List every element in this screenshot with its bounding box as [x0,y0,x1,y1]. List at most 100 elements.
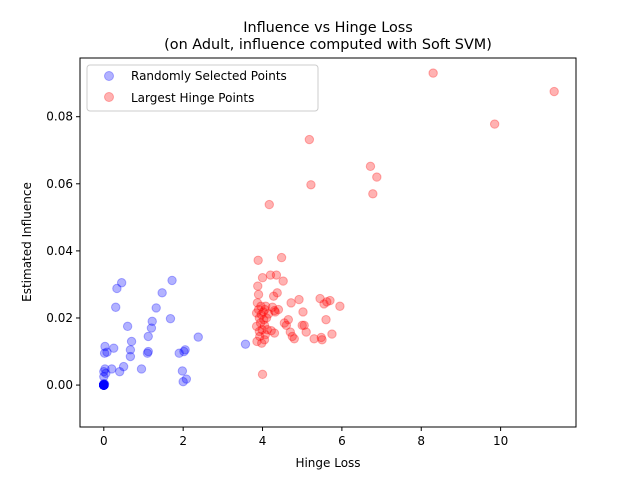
data-point-series-0-48 [99,348,110,358]
data-point-series-0-26 [99,380,109,390]
y-axis-label: Estimated Influence [20,182,34,302]
data-point-series-1-24 [261,301,271,311]
data-point-series-0-74 [178,377,188,387]
data-point-series-0-25 [99,380,109,390]
data-point-series-0-64 [143,346,153,357]
data-point-series-0-71 [167,275,177,286]
data-point-series-0-6 [99,380,109,390]
data-point-series-1-9 [254,326,265,337]
legend: Randomly Selected Points Largest Hinge P… [86,64,319,112]
data-point-series-0-7 [99,380,109,390]
data-point-series-1-14 [257,338,267,348]
plot-frame [79,57,577,428]
data-point-series-0-72 [174,348,184,358]
data-point-series-1-41 [279,318,290,328]
x-tick-label: 2 [179,434,187,448]
y-tick-label: 0.08 [46,110,73,124]
data-point-series-0-12 [99,380,109,390]
data-point-series-1-13 [256,309,267,320]
data-point-series-1-65 [365,161,376,172]
data-point-series-0-18 [99,380,109,390]
x-tick-label: 6 [338,434,346,448]
data-point-series-1-29 [265,270,276,280]
data-point-series-0-70 [165,313,176,324]
data-point-series-1-46 [287,331,297,342]
data-point-series-0-31 [99,380,109,390]
data-point-series-0-55 [107,364,117,374]
data-point-series-0-41 [99,379,110,389]
data-point-series-1-32 [268,291,279,301]
x-axis: 0 2 4 6 8 10 [100,427,508,448]
y-axis: 0.00 0.02 0.04 0.06 0.08 [46,110,80,392]
data-point-series-0-65 [143,331,153,342]
data-point-series-0-5 [99,380,109,390]
data-point-series-1-0 [251,308,262,318]
data-point-series-0-78 [193,332,203,342]
data-point-series-1-33 [269,305,280,316]
plot-area [79,57,577,428]
data-point-series-0-16 [99,380,109,390]
data-point-series-0-20 [99,380,109,390]
data-point-series-1-67 [372,172,382,182]
data-point-series-0-69 [157,288,167,298]
data-point-series-1-51 [299,320,309,331]
data-point-series-0-0 [99,380,109,390]
data-point-series-1-60 [321,314,331,325]
data-point-series-1-69 [489,119,500,129]
data-point-series-0-43 [99,380,109,390]
data-point-series-0-54 [116,278,127,288]
data-point-series-0-47 [101,368,111,379]
data-point-series-1-57 [316,332,326,343]
data-point-series-0-59 [125,351,136,362]
data-point-series-0-75 [179,346,189,357]
data-point-series-1-28 [264,199,274,210]
data-point-series-0-61 [126,336,137,347]
y-tick-label: 0.00 [46,378,73,392]
data-point-series-1-52 [301,327,311,337]
data-point-series-1-37 [272,288,282,298]
data-point-series-1-61 [322,297,332,307]
data-point-series-0-3 [99,380,109,390]
data-point-series-1-19 [259,314,269,325]
chart-subtitle: (on Adult, influence computed with Soft … [164,37,492,53]
data-point-series-0-49 [102,347,112,357]
data-point-series-0-79 [240,339,251,349]
data-point-series-0-53 [112,283,122,294]
data-point-series-1-34 [269,328,280,338]
data-point-series-1-23 [260,330,271,340]
data-point-series-1-66 [368,189,378,199]
x-tick-label: 0 [100,434,108,448]
data-point-series-0-14 [99,380,109,390]
data-point-series-1-8 [254,313,265,323]
data-point-series-1-59 [319,299,329,309]
data-point-series-0-37 [99,380,109,390]
data-point-series-1-70 [549,86,559,97]
data-point-series-0-17 [99,380,109,390]
data-point-series-0-1 [99,380,109,390]
data-point-series-0-42 [99,379,109,389]
legend-marker-random [104,71,114,81]
data-point-series-1-39 [276,252,287,263]
data-point-series-0-44 [99,371,109,382]
data-point-series-0-19 [99,380,109,390]
data-point-series-0-27 [99,380,109,390]
data-point-series-0-29 [99,380,109,390]
data-point-series-0-24 [99,380,109,390]
data-point-series-1-25 [261,313,272,323]
data-point-series-0-56 [114,366,125,377]
data-point-series-0-15 [99,380,109,390]
x-tick-label: 4 [259,434,267,448]
data-point-series-1-50 [298,307,308,317]
data-point-series-0-46 [100,364,110,374]
data-point-series-1-17 [257,369,268,380]
data-point-series-0-77 [181,374,192,384]
data-point-series-1-49 [297,320,307,331]
points-layer [99,68,559,390]
data-point-series-1-63 [327,329,337,339]
data-point-series-1-5 [253,255,263,265]
y-tick-label: 0.06 [46,177,73,191]
data-point-series-1-47 [289,334,299,344]
data-point-series-0-10 [99,380,109,390]
data-point-series-0-45 [99,366,109,377]
